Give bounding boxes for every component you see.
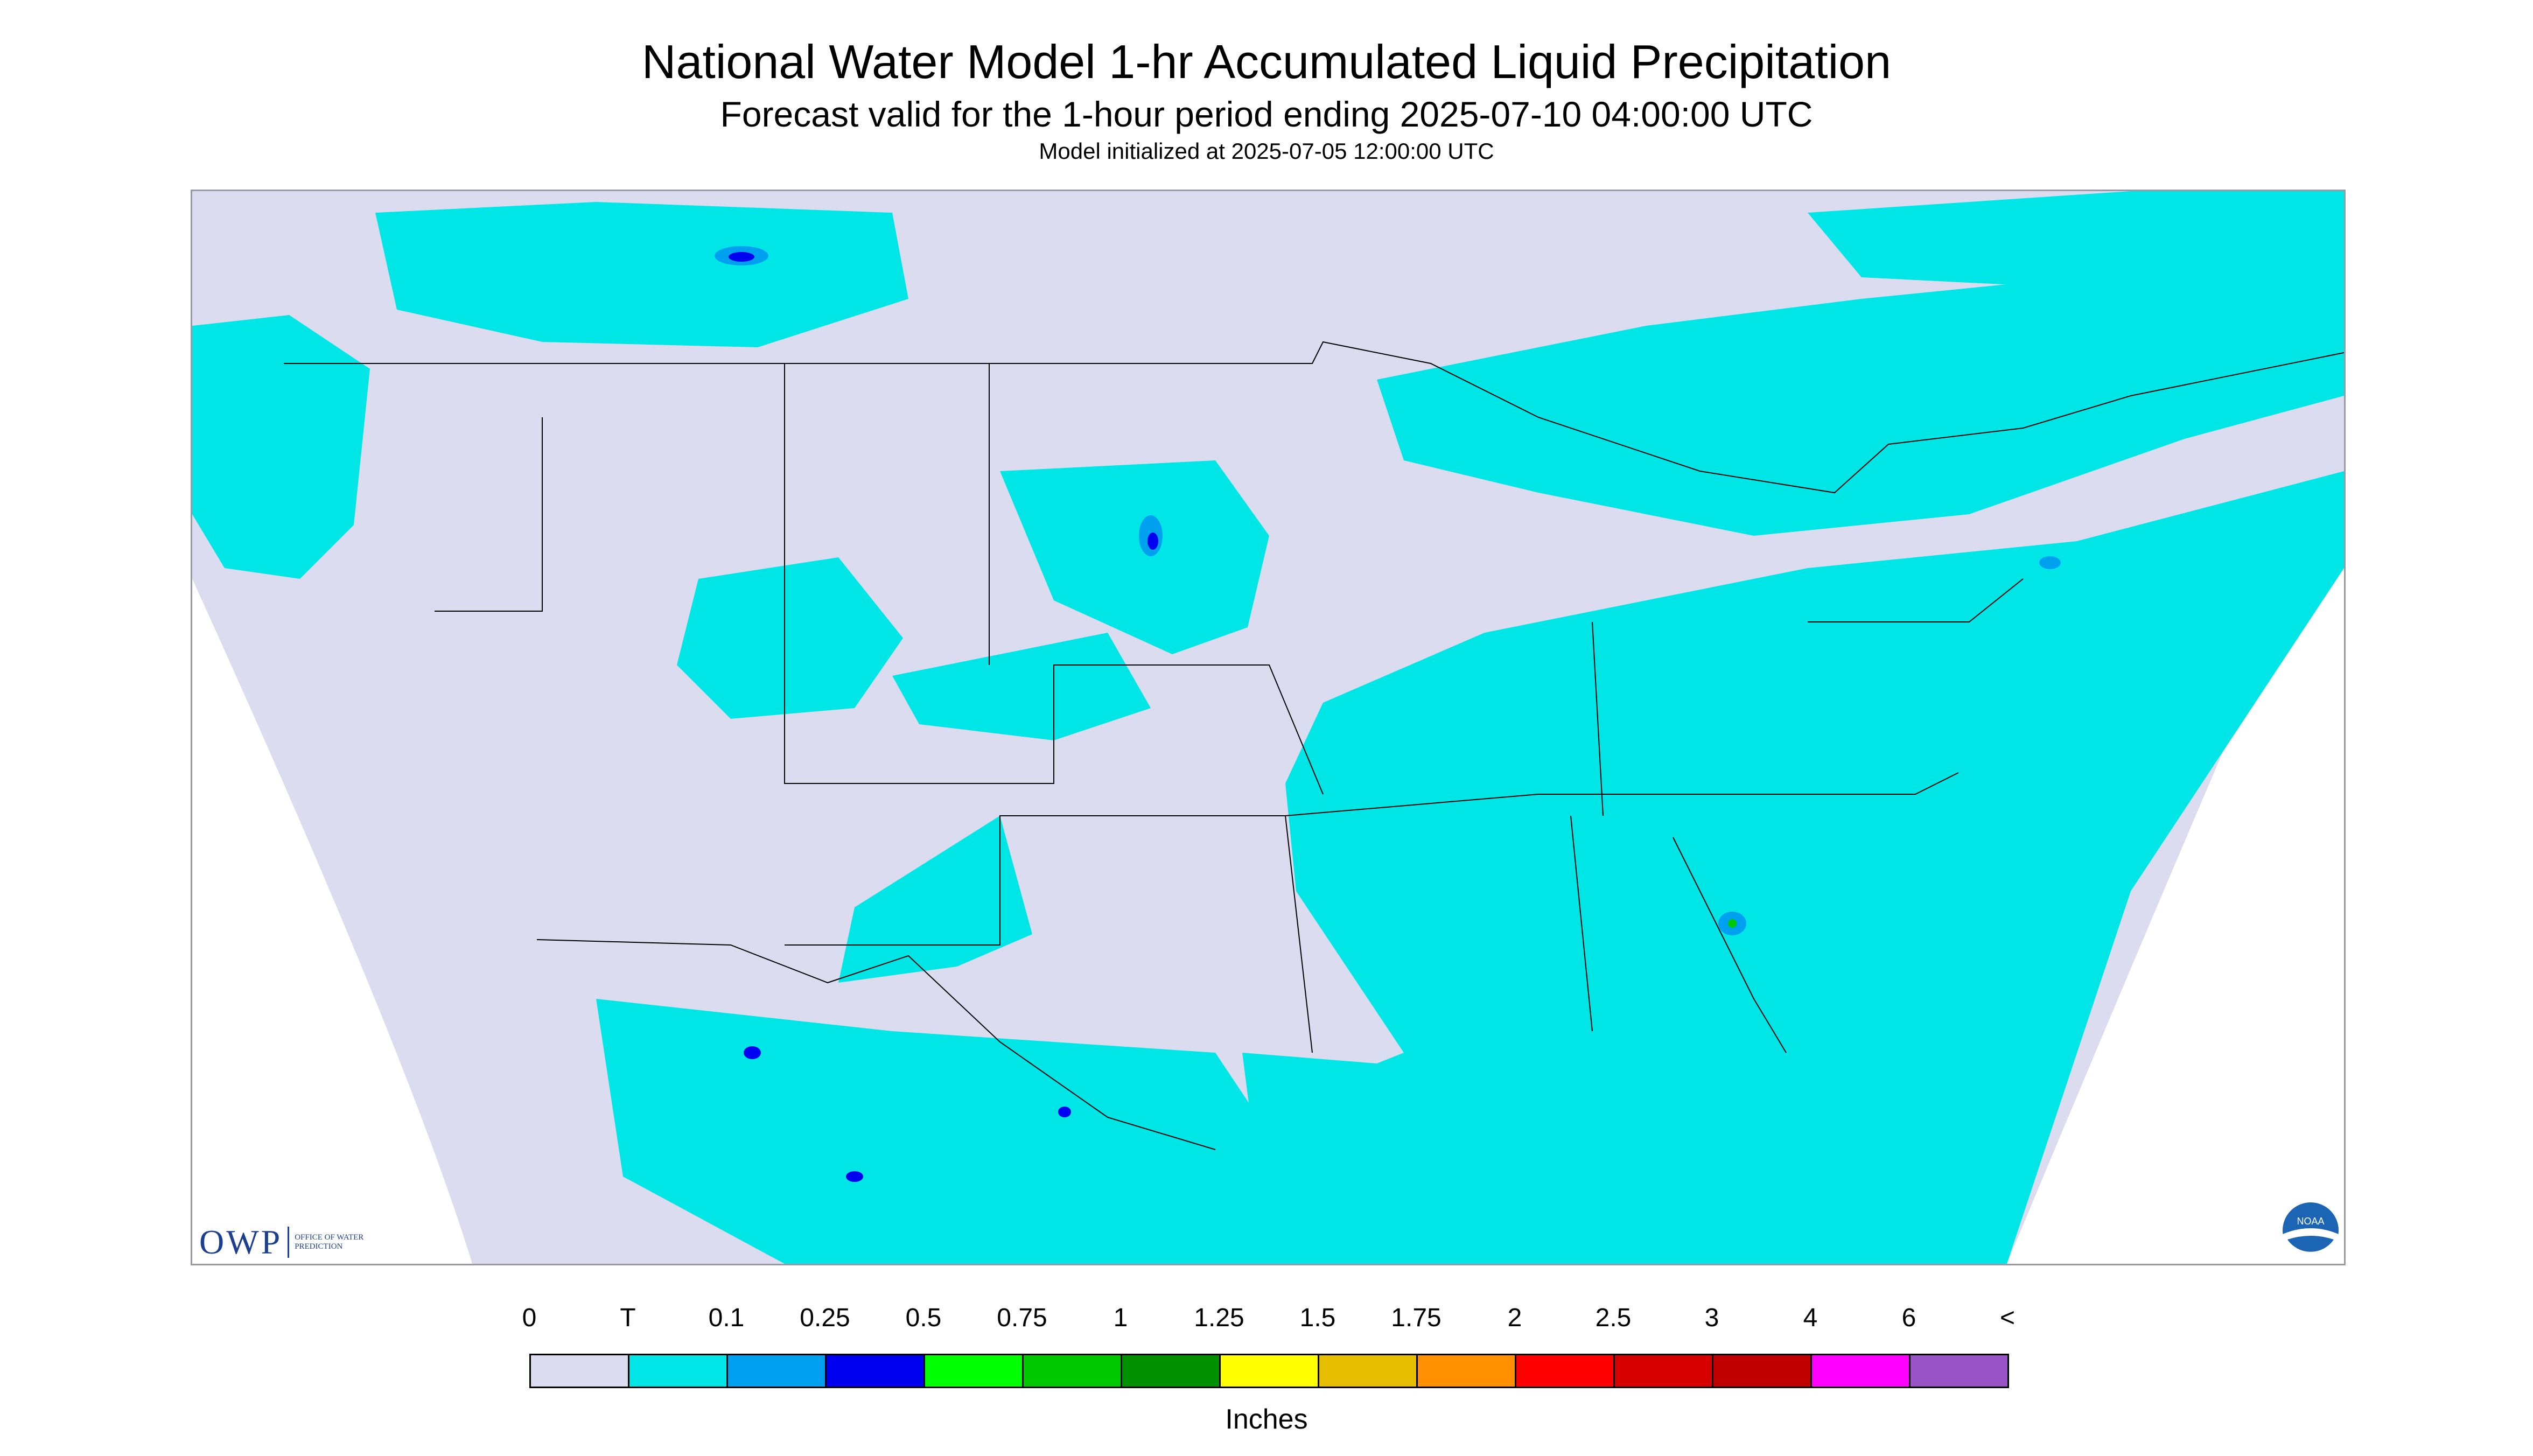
- state-line-7: [1570, 815, 1593, 1032]
- map-canvas: [192, 191, 2344, 1264]
- precip-southern-canada: [375, 202, 908, 347]
- owp-logo: OWP OFFICE OF WATER PREDICTION: [199, 1222, 370, 1262]
- legend-tick-label: 1.25: [1194, 1304, 1244, 1332]
- legend-tick-label: 2: [1507, 1304, 1522, 1332]
- precip-northern-plains: [1000, 460, 1269, 654]
- legend-color-box: [628, 1354, 728, 1388]
- state-line-5: [1285, 772, 1959, 816]
- map-title: National Water Model 1-hr Accumulated Li…: [641, 35, 1892, 88]
- owp-logo-divider: [288, 1227, 290, 1258]
- legend-color-box: [825, 1354, 925, 1388]
- cell-mexico-3: [846, 1171, 863, 1182]
- precip-gulf: [1242, 1053, 1888, 1264]
- legend-color-box: [1712, 1354, 1812, 1388]
- precipitation-legend: 0 T 0.1 0.25 0.5 0.75 1 1.25 1.5 1.75 2 2.5 3 4 6 <: [522, 1302, 2015, 1388]
- legend-tick-label: 0: [522, 1304, 537, 1332]
- legend-color-box: [1219, 1354, 1319, 1388]
- legend-tick-label: 1.75: [1391, 1304, 1442, 1332]
- legend-tick-label: 4: [1803, 1304, 1818, 1332]
- precip-new-mexico: [838, 816, 1032, 983]
- legend-tick-label: 2.5: [1595, 1304, 1632, 1332]
- legend-color-box: [1022, 1354, 1122, 1388]
- legend-color-box: [1515, 1354, 1615, 1388]
- precip-mexico: [596, 999, 1323, 1264]
- cell-mexico-2: [1058, 1107, 1071, 1117]
- legend-tick-label: 1.5: [1299, 1304, 1336, 1332]
- state-line-8: [1592, 621, 1604, 816]
- legend-tick-label: 0.25: [800, 1304, 850, 1332]
- legend-color-box: [529, 1354, 629, 1388]
- state-line-6: [1673, 837, 1787, 1053]
- precip-great-lakes-canada: [1377, 256, 2344, 536]
- state-line-4: [785, 815, 1313, 1053]
- state-line-2: [784, 363, 1324, 795]
- legend-tick-label: <: [1999, 1304, 2016, 1332]
- forecast-valid-subtitle: Forecast valid for the 1-hour period end…: [720, 94, 1813, 134]
- legend-tick-label: 1: [1113, 1304, 1128, 1332]
- us-canada-border: [284, 341, 2344, 494]
- legend-tick-label: 0.1: [708, 1304, 745, 1332]
- precip-canada-east: [1808, 191, 2344, 288]
- legend-color-box: [1121, 1354, 1221, 1388]
- precip-east-main: [1215, 471, 2344, 1264]
- legend-units: Inches: [1225, 1404, 1308, 1435]
- noaa-logo-icon: NOAA: [2283, 1202, 2339, 1260]
- legend-color-box: [1416, 1354, 1516, 1388]
- legend-color-box: [1810, 1354, 1911, 1388]
- legend-tick-label: 6: [1901, 1304, 1916, 1332]
- cell-mexico-1: [744, 1046, 761, 1059]
- noaa-logo-text: NOAA: [2297, 1216, 2324, 1227]
- legend-color-box: [1613, 1354, 1713, 1388]
- cell-new-york: [2039, 556, 2061, 569]
- heavier-precip-cells: [715, 246, 2061, 1182]
- state-line-1: [435, 417, 543, 612]
- legend-tick-label: 0.5: [905, 1304, 942, 1332]
- precipitation-map: [191, 190, 2346, 1265]
- legend-color-box: [726, 1354, 827, 1388]
- boundary-lines: [284, 341, 2344, 1150]
- owp-logo-text: OWP: [199, 1223, 283, 1261]
- legend-tick-label: 0.75: [997, 1304, 1047, 1332]
- legend-color-box: [923, 1354, 1024, 1388]
- precip-utah-colorado: [892, 633, 1151, 740]
- legend-color-box: [1318, 1354, 1418, 1388]
- precip-pacific-northwest: [192, 315, 370, 579]
- state-line-9: [1808, 578, 2024, 622]
- trace-precip-layer: [192, 191, 2344, 1264]
- us-mexico-border: [536, 939, 1216, 1150]
- legend-tick-label: 3: [1704, 1304, 1719, 1332]
- legend-color-box: [1909, 1354, 2009, 1388]
- legend-tick-label: T: [620, 1304, 636, 1332]
- owp-logo-subtext: OFFICE OF WATER PREDICTION: [295, 1233, 364, 1251]
- precip-mountain-west: [677, 557, 903, 719]
- model-init-line: Model initialized at 2025-07-05 12:00:00…: [1039, 138, 1494, 164]
